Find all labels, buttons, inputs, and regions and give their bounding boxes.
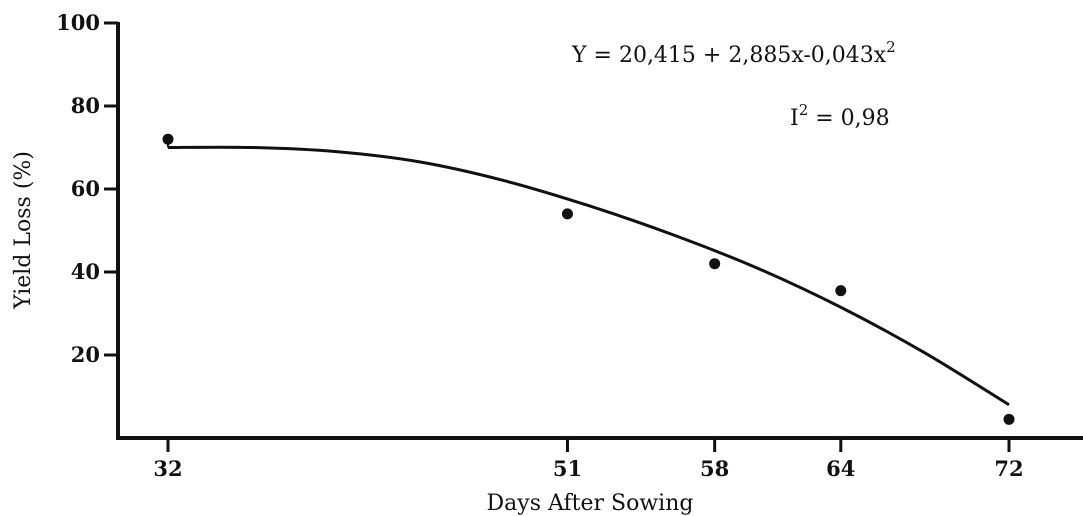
r-squared-value: = 0,98 [808, 106, 889, 131]
equation-exponent: 2 [886, 38, 896, 56]
y-tick-label: 40 [71, 259, 100, 284]
x-tick-label: 51 [553, 456, 582, 481]
y-tick-label: 20 [71, 342, 100, 367]
r-squared-label: I2 = 0,98 [790, 101, 890, 131]
data-point [709, 258, 721, 270]
x-tick-label: 64 [826, 456, 855, 481]
y-tick-label: 100 [56, 10, 100, 35]
x-ticks: 32 51 58 64 72 [153, 438, 1024, 481]
data-point [835, 285, 847, 297]
y-tick-label: 60 [71, 176, 100, 201]
data-point [1003, 413, 1015, 425]
equation-text: Y = 20,415 + 2,885x-0,043x [571, 43, 887, 68]
x-tick-label: 72 [994, 456, 1023, 481]
x-tick-label: 58 [700, 456, 729, 481]
data-point [561, 208, 573, 220]
x-tick-label: 32 [153, 456, 182, 481]
x-axis-title: Days After Sowing [487, 491, 694, 516]
r-squared-prefix: I [790, 106, 799, 131]
regression-equation: Y = 20,415 + 2,885x-0,043x2 [571, 38, 896, 68]
fitted-curve [167, 145, 1010, 407]
y-axis-title: Yield Loss (%) [11, 151, 36, 310]
axes [116, 22, 1083, 440]
data-points [162, 133, 1015, 425]
y-ticks: 20 40 60 80 100 [56, 10, 118, 367]
r-squared-exponent: 2 [799, 101, 809, 119]
y-tick-label: 80 [71, 93, 100, 118]
